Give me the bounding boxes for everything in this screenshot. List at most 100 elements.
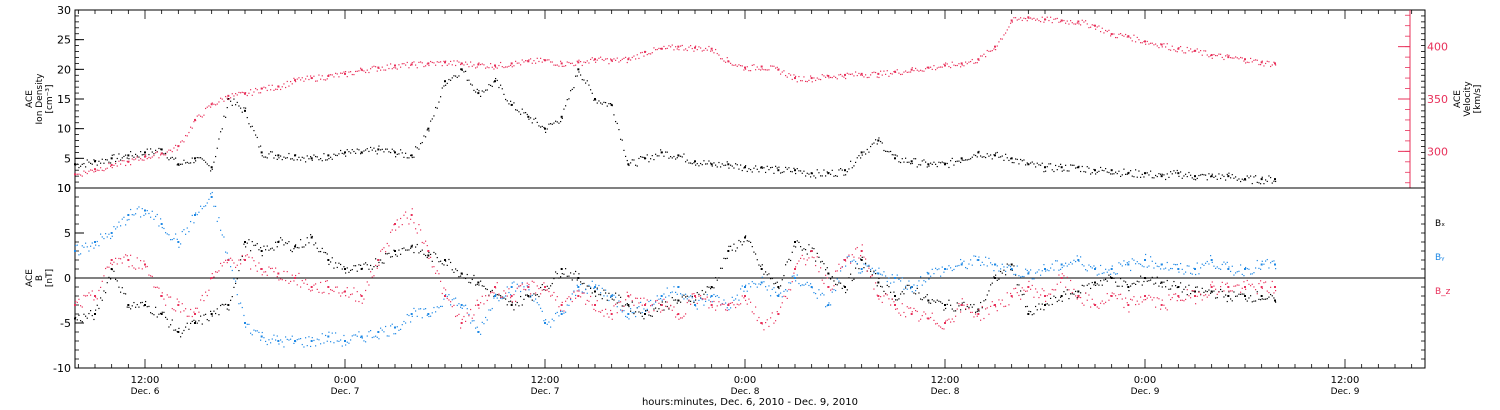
scatter-dot bbox=[333, 153, 335, 155]
scatter-dot bbox=[578, 59, 580, 61]
scatter-dot bbox=[1075, 167, 1077, 169]
scatter-dot bbox=[1201, 287, 1203, 289]
scatter-dot bbox=[640, 52, 642, 54]
scatter-dot bbox=[823, 282, 825, 285]
scatter-dot bbox=[598, 57, 600, 59]
scatter-dot bbox=[738, 168, 740, 170]
scatter-dot bbox=[1118, 170, 1120, 172]
scatter-dot bbox=[496, 67, 498, 69]
scatter-dot bbox=[255, 265, 257, 267]
scatter-dot bbox=[96, 164, 98, 166]
scatter-dot bbox=[1213, 285, 1215, 287]
scatter-dot bbox=[210, 170, 212, 172]
scatter-dot bbox=[833, 175, 835, 177]
scatter-dot bbox=[955, 265, 957, 267]
scatter-dot bbox=[390, 231, 392, 233]
scatter-dot bbox=[1193, 290, 1195, 292]
scatter-dot bbox=[376, 265, 378, 268]
scatter-dot bbox=[948, 166, 950, 169]
scatter-dot bbox=[418, 61, 420, 63]
scatter-dot bbox=[335, 72, 337, 74]
scatter-dot bbox=[706, 294, 708, 296]
scatter-dot bbox=[328, 331, 330, 333]
scatter-dot bbox=[600, 102, 602, 104]
data-point bbox=[244, 322, 246, 324]
scatter-dot bbox=[210, 278, 212, 280]
scatter-dot bbox=[378, 338, 380, 340]
scatter-dot bbox=[875, 71, 877, 74]
scatter-dot bbox=[748, 168, 750, 170]
scatter-dot bbox=[460, 275, 462, 277]
scatter-dot bbox=[1016, 292, 1018, 294]
scatter-dot bbox=[423, 253, 425, 255]
scatter-dot bbox=[85, 315, 87, 317]
scatter-dot bbox=[945, 162, 947, 164]
scatter-dot bbox=[1006, 266, 1008, 268]
scatter-dot bbox=[1068, 298, 1070, 300]
scatter-dot bbox=[710, 301, 712, 303]
scatter-dot bbox=[1246, 268, 1248, 270]
data-point bbox=[360, 335, 363, 338]
scatter-dot bbox=[683, 315, 685, 317]
scatter-dot bbox=[1090, 306, 1092, 308]
scatter-dot bbox=[95, 296, 97, 298]
scatter-dot bbox=[96, 240, 98, 243]
scatter-dot bbox=[301, 343, 303, 346]
scatter-dot bbox=[285, 86, 287, 89]
scatter-dot bbox=[285, 336, 287, 338]
scatter-dot bbox=[143, 305, 145, 307]
scatter-dot bbox=[666, 47, 668, 49]
scatter-dot bbox=[700, 295, 702, 297]
scatter-dot bbox=[1076, 166, 1078, 169]
scatter-dot bbox=[686, 159, 688, 161]
scatter-dot bbox=[1111, 277, 1113, 279]
scatter-dot bbox=[490, 292, 492, 294]
scatter-dot bbox=[1056, 283, 1058, 285]
scatter-dot bbox=[1258, 182, 1260, 184]
scatter-dot bbox=[1120, 263, 1122, 265]
scatter-dot bbox=[630, 162, 632, 164]
scatter-dot bbox=[551, 123, 553, 125]
scatter-dot bbox=[1070, 20, 1072, 22]
scatter-dot bbox=[650, 158, 652, 160]
scatter-dot bbox=[723, 164, 725, 167]
data-point bbox=[710, 163, 713, 166]
scatter-dot bbox=[921, 70, 923, 72]
left-tick-label: -10 bbox=[53, 362, 71, 375]
scatter-dot bbox=[385, 251, 387, 253]
scatter-dot bbox=[795, 172, 797, 175]
scatter-dot bbox=[968, 308, 970, 310]
scatter-dot bbox=[1258, 63, 1260, 66]
scatter-dot bbox=[190, 220, 192, 223]
scatter-dot bbox=[693, 293, 695, 295]
scatter-dot bbox=[1086, 270, 1088, 272]
data-point bbox=[960, 157, 963, 160]
scatter-dot bbox=[1231, 265, 1233, 267]
scatter-dot bbox=[931, 299, 933, 301]
scatter-dot bbox=[423, 135, 425, 137]
scatter-dot bbox=[168, 296, 170, 298]
scatter-dot bbox=[906, 288, 908, 290]
scatter-dot bbox=[188, 231, 190, 233]
scatter-dot bbox=[563, 108, 565, 110]
scatter-dot bbox=[91, 169, 93, 171]
scatter-dot bbox=[1048, 293, 1050, 295]
scatter-dot bbox=[421, 241, 423, 244]
scatter-dot bbox=[1265, 179, 1267, 181]
scatter-dot bbox=[201, 158, 203, 160]
scatter-dot bbox=[366, 69, 368, 71]
scatter-dot bbox=[1080, 296, 1082, 299]
scatter-dot bbox=[1010, 22, 1012, 24]
scatter-dot bbox=[718, 301, 720, 303]
data-point bbox=[760, 322, 763, 324]
scatter-dot bbox=[353, 287, 355, 289]
scatter-dot bbox=[113, 270, 115, 272]
data-point bbox=[510, 103, 513, 106]
scatter-dot bbox=[561, 65, 563, 67]
scatter-dot bbox=[101, 158, 103, 160]
scatter-dot bbox=[758, 171, 760, 173]
scatter-dot bbox=[191, 315, 193, 318]
scatter-dot bbox=[100, 297, 102, 299]
scatter-dot bbox=[976, 315, 978, 317]
scatter-dot bbox=[531, 62, 533, 64]
